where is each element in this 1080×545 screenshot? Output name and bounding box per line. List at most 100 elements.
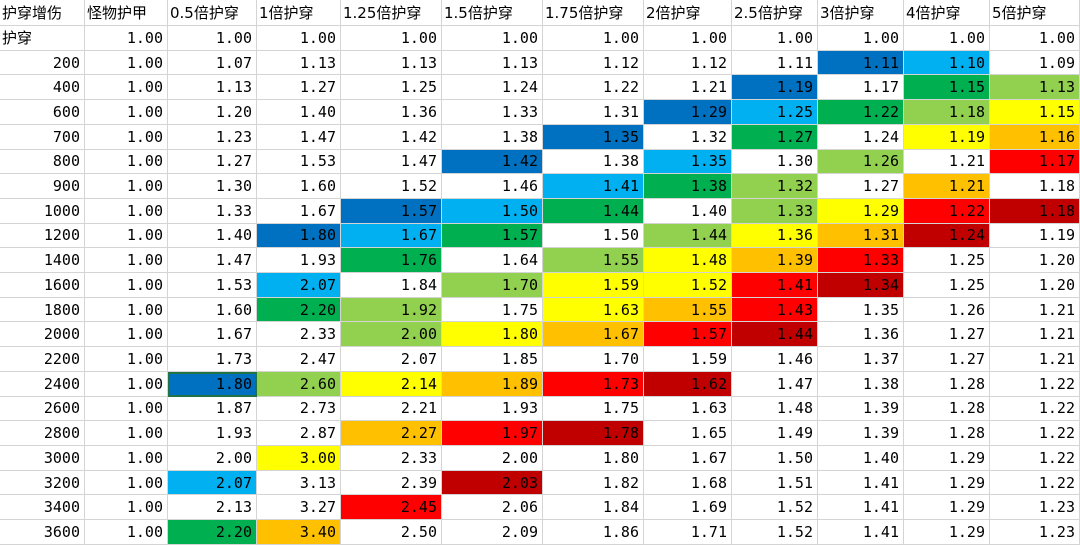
table-cell[interactable]: 1.17 [990, 149, 1080, 175]
table-cell[interactable]: 1.50 [442, 198, 543, 224]
row-label-cell[interactable]: 2400 [0, 371, 85, 397]
table-cell[interactable]: 1.22 [990, 371, 1080, 397]
table-cell[interactable]: 2.00 [442, 445, 543, 471]
row-label-cell[interactable]: 1600 [0, 273, 85, 298]
table-cell[interactable]: 1.42 [341, 124, 442, 150]
table-cell[interactable]: 3.40 [257, 520, 341, 545]
table-cell[interactable]: 1.00 [85, 248, 168, 274]
row-label-cell[interactable]: 3000 [0, 445, 85, 471]
table-cell[interactable]: 1.86 [543, 520, 644, 545]
table-cell[interactable]: 1.28 [904, 396, 990, 422]
table-cell[interactable]: 1.67 [257, 198, 341, 224]
table-cell[interactable]: 1.57 [442, 223, 543, 249]
table-cell[interactable]: 1.93 [442, 396, 543, 422]
row-label-cell[interactable]: 3400 [0, 495, 85, 521]
table-cell[interactable]: 1.00 [85, 124, 168, 150]
table-cell[interactable]: 1.73 [168, 347, 257, 372]
table-cell[interactable]: 1.12 [644, 50, 732, 76]
table-cell[interactable]: 1.26 [818, 149, 904, 175]
table-cell[interactable]: 2.06 [442, 495, 543, 521]
row-label-cell[interactable]: 2800 [0, 421, 85, 446]
table-cell[interactable]: 2.87 [257, 421, 341, 446]
table-cell[interactable]: 1.97 [442, 421, 543, 446]
table-cell[interactable]: 1.22 [990, 445, 1080, 471]
table-cell[interactable]: 1.82 [543, 470, 644, 496]
table-cell[interactable]: 1.28 [904, 371, 990, 397]
table-cell[interactable]: 1.35 [543, 124, 644, 150]
row-label-cell[interactable]: 1400 [0, 248, 85, 274]
table-cell[interactable]: 1.67 [168, 322, 257, 348]
table-cell[interactable]: 1.67 [644, 445, 732, 471]
table-cell[interactable]: 1.29 [904, 520, 990, 545]
row-label-cell[interactable]: 3200 [0, 470, 85, 496]
table-cell[interactable]: 1.46 [442, 174, 543, 199]
table-cell[interactable]: 1.40 [818, 445, 904, 471]
column-header-8[interactable]: 2.5倍护穿 [732, 0, 818, 26]
table-cell[interactable]: 1.43 [732, 297, 818, 323]
table-cell[interactable]: 1.21 [990, 297, 1080, 323]
table-cell[interactable]: 1.00 [990, 26, 1080, 51]
table-cell[interactable]: 1.62 [644, 371, 732, 397]
table-cell[interactable]: 1.00 [442, 26, 543, 51]
table-cell[interactable]: 1.33 [818, 248, 904, 274]
table-cell[interactable]: 1.23 [990, 520, 1080, 545]
column-header-11[interactable]: 5倍护穿 [990, 0, 1080, 26]
table-cell[interactable]: 1.35 [644, 149, 732, 175]
table-cell[interactable]: 1.49 [732, 421, 818, 446]
row-label-cell[interactable]: 1800 [0, 297, 85, 323]
table-cell[interactable]: 1.47 [341, 149, 442, 175]
table-cell[interactable]: 1.00 [85, 445, 168, 471]
table-cell[interactable]: 2.13 [168, 495, 257, 521]
table-cell[interactable]: 1.84 [341, 273, 442, 298]
table-cell[interactable]: 1.89 [442, 371, 543, 397]
table-cell[interactable]: 1.71 [644, 520, 732, 545]
table-cell[interactable]: 1.41 [818, 470, 904, 496]
table-cell[interactable]: 1.41 [818, 520, 904, 545]
column-header-2[interactable]: 0.5倍护穿 [168, 0, 257, 26]
table-cell[interactable]: 1.60 [257, 174, 341, 199]
table-cell[interactable]: 1.30 [168, 174, 257, 199]
table-cell[interactable]: 2.33 [341, 445, 442, 471]
table-cell[interactable]: 1.07 [168, 50, 257, 76]
table-cell[interactable]: 1.25 [732, 100, 818, 125]
table-cell[interactable]: 1.24 [904, 223, 990, 249]
table-cell[interactable]: 1.63 [543, 297, 644, 323]
table-cell[interactable]: 1.36 [732, 223, 818, 249]
table-cell[interactable]: 1.78 [543, 421, 644, 446]
column-header-5[interactable]: 1.5倍护穿 [442, 0, 543, 26]
table-cell[interactable]: 1.38 [644, 174, 732, 199]
table-cell[interactable]: 1.13 [168, 75, 257, 101]
table-cell[interactable]: 2.20 [257, 297, 341, 323]
table-cell[interactable]: 1.80 [543, 445, 644, 471]
row-label-cell[interactable]: 2600 [0, 396, 85, 422]
table-cell[interactable]: 1.00 [341, 26, 442, 51]
table-cell[interactable]: 1.33 [168, 198, 257, 224]
table-cell[interactable]: 1.38 [442, 124, 543, 150]
row-label-cell[interactable]: 护穿 [0, 26, 85, 51]
table-cell[interactable]: 1.21 [990, 347, 1080, 372]
table-cell[interactable]: 1.32 [732, 174, 818, 199]
table-cell[interactable]: 1.48 [644, 248, 732, 274]
table-cell[interactable]: 1.25 [904, 273, 990, 298]
table-cell[interactable]: 1.37 [818, 347, 904, 372]
table-cell[interactable]: 1.27 [904, 347, 990, 372]
table-cell[interactable]: 2.73 [257, 396, 341, 422]
table-cell[interactable]: 1.73 [543, 371, 644, 397]
table-cell[interactable]: 1.21 [990, 322, 1080, 348]
table-cell[interactable]: 1.00 [85, 520, 168, 545]
row-label-cell[interactable]: 200 [0, 50, 85, 76]
table-cell[interactable]: 1.00 [85, 495, 168, 521]
table-cell[interactable]: 1.59 [543, 273, 644, 298]
table-cell[interactable]: 1.87 [168, 396, 257, 422]
table-cell[interactable]: 1.36 [818, 322, 904, 348]
table-cell[interactable]: 1.24 [818, 124, 904, 150]
table-cell[interactable]: 1.68 [644, 470, 732, 496]
table-cell[interactable]: 1.47 [732, 371, 818, 397]
row-label-cell[interactable]: 700 [0, 124, 85, 150]
table-cell[interactable]: 1.00 [85, 273, 168, 298]
table-cell[interactable]: 2.00 [168, 445, 257, 471]
table-cell[interactable]: 1.84 [543, 495, 644, 521]
table-cell[interactable]: 1.39 [818, 396, 904, 422]
table-cell[interactable]: 1.21 [644, 75, 732, 101]
table-cell[interactable]: 1.30 [732, 149, 818, 175]
